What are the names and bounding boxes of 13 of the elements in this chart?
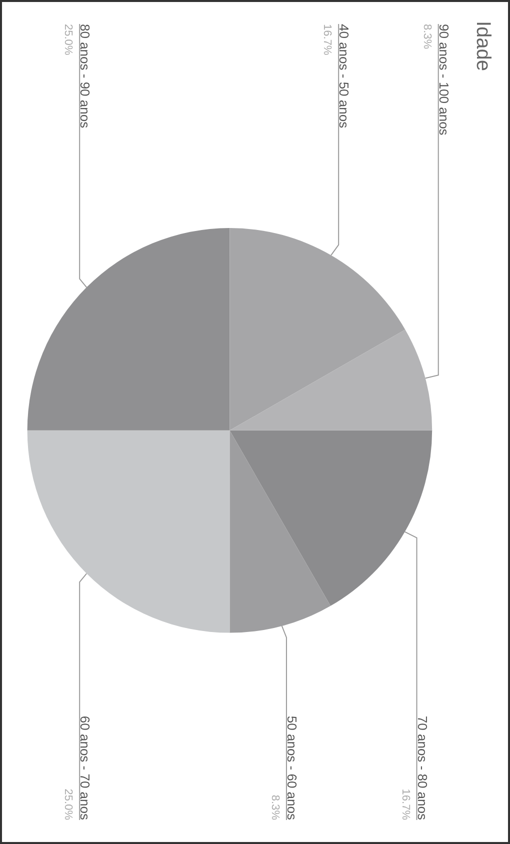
text: Idade — [472, 21, 494, 72]
data-label: 16.7% — [399, 788, 412, 820]
data-label: 25.0% — [62, 788, 74, 820]
slice-label: 50 anos - 60 anos — [284, 716, 300, 820]
slice-label: 80 anos - 90 anos — [78, 24, 93, 129]
data-label: 8.3% — [268, 794, 281, 820]
slice-label: 60 anos - 70 anos — [78, 716, 93, 820]
data-label: 8.3% — [420, 24, 433, 50]
data-label: 25.0% — [62, 24, 74, 56]
slice-label: 40 anos - 50 anos — [336, 24, 352, 129]
slice-label: 90 anos - 100 anos — [436, 24, 452, 136]
data-label: 16.7% — [321, 24, 334, 56]
slice-label: 70 anos - 80 anos — [414, 716, 430, 820]
